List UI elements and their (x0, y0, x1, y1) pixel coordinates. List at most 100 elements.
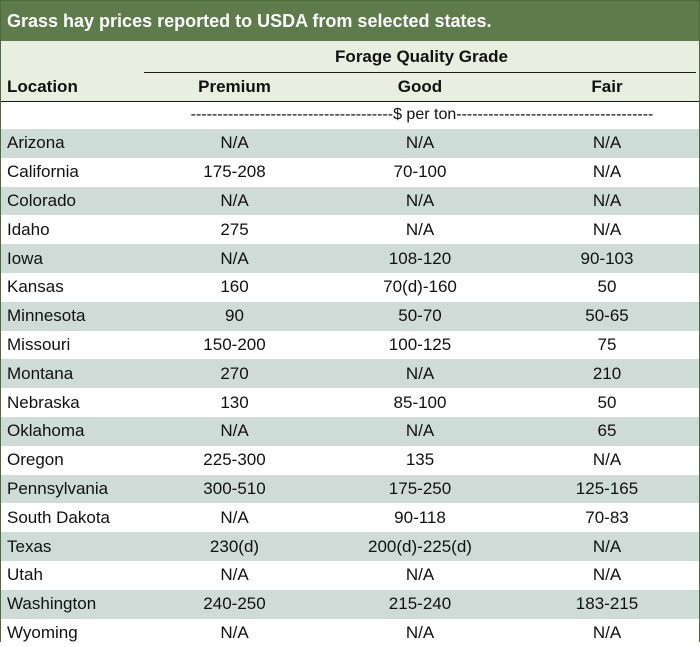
premium-cell: 150-200 (203, 334, 266, 354)
table-row: Washington 240-250 215-240 183-215 (1, 589, 699, 619)
location-cell: Arizona (7, 133, 65, 153)
premium-cell: 270 (220, 363, 249, 383)
units-label: --------------------------------------$ … (190, 106, 654, 123)
good-cell: 100-125 (388, 334, 452, 354)
premium-cell: 240-250 (203, 594, 266, 614)
premium-cell: 175-208 (203, 162, 266, 182)
good-cell: 90-118 (394, 507, 446, 527)
table-row: Texas 230(d) 200(d)-225(d) N/A (1, 532, 699, 561)
location-cell: Utah (7, 565, 43, 585)
group-header-rule (144, 72, 696, 73)
good-cell: 215-240 (388, 594, 452, 614)
fair-cell: N/A (592, 190, 622, 210)
location-cell: Missouri (7, 334, 71, 354)
premium-cell: N/A (220, 190, 249, 210)
location-cell: Kansas (7, 277, 64, 297)
good-cell: 85-100 (393, 392, 447, 412)
good-cell: N/A (405, 190, 435, 210)
premium-cell: 300-510 (203, 478, 266, 498)
table-header: Forage Quality Grade Location Premium Go… (1, 41, 699, 101)
fair-cell: 50 (597, 392, 617, 412)
table-row: Utah N/A N/A N/A (1, 560, 699, 590)
location-cell: Washington (7, 594, 97, 614)
fair-cell: 50 (597, 277, 617, 297)
good-cell: 108-120 (388, 248, 452, 268)
table-row: Oregon 225-300 135 N/A (1, 445, 699, 475)
fair-cell: 183-215 (575, 594, 639, 614)
location-cell: Montana (7, 363, 74, 383)
premium-cell: N/A (220, 565, 249, 585)
table-row: Kansas 160 70(d)-160 50 (1, 272, 699, 302)
premium-cell: N/A (220, 421, 249, 441)
table-row: Arizona N/A N/A N/A (1, 129, 699, 158)
units-row: --------------------------------------$ … (1, 101, 699, 129)
fair-cell: 50-65 (585, 306, 629, 326)
good-cell: 70(d)-160 (383, 277, 457, 297)
good-cell: 200(d)-225(d) (368, 536, 472, 556)
premium-cell: 275 (220, 219, 249, 239)
fair-cell: 65 (597, 421, 617, 441)
fair-cell: N/A (592, 133, 622, 153)
location-cell: California (7, 162, 79, 182)
table-row: Iowa N/A 108-120 90-103 (1, 244, 699, 273)
fair-cell: 70-83 (585, 507, 629, 527)
table-row: Colorado N/A N/A N/A (1, 186, 699, 216)
column-header-fair: Fair (591, 77, 623, 96)
table-row: Missouri 150-200 100-125 75 (1, 330, 699, 360)
premium-cell: 90 (225, 306, 244, 326)
location-cell: Oregon (7, 450, 64, 470)
premium-cell: N/A (220, 248, 249, 268)
location-cell: Pennsylvania (7, 478, 109, 498)
column-header-good: Good (397, 77, 443, 96)
premium-cell: 130 (220, 392, 249, 412)
table-title: Grass hay prices reported to USDA from s… (1, 1, 699, 41)
good-cell: N/A (405, 133, 435, 153)
table-row: Montana 270 N/A 210 (1, 359, 699, 389)
location-cell: South Dakota (7, 507, 111, 527)
table-row: South Dakota N/A 90-118 70-83 (1, 503, 699, 533)
premium-cell: N/A (220, 133, 249, 153)
premium-cell: 230(d) (209, 536, 260, 556)
fair-cell: N/A (592, 565, 622, 585)
table-row: California 175-208 70-100 N/A (1, 157, 699, 187)
good-cell: N/A (405, 363, 435, 383)
table-body: Arizona N/A N/A N/A California 175-208 70-100 N… (1, 129, 699, 647)
good-cell: N/A (405, 219, 435, 239)
location-cell: Texas (7, 536, 52, 556)
column-header-premium: Premium (198, 77, 271, 96)
fair-cell: N/A (592, 219, 622, 239)
group-header: Forage Quality Grade (335, 47, 508, 66)
location-cell: Minnesota (7, 306, 86, 326)
fair-cell: N/A (592, 162, 622, 182)
location-cell: Iowa (7, 248, 43, 268)
table-row: Pennsylvania 300-510 175-250 125-165 (1, 474, 699, 504)
fair-cell: N/A (592, 536, 622, 556)
premium-cell: N/A (220, 507, 249, 527)
table-row: Wyoming N/A N/A N/A (1, 618, 699, 647)
good-cell: 175-250 (388, 478, 452, 498)
good-cell: 50-70 (398, 306, 442, 326)
fair-cell: 210 (592, 363, 622, 383)
table-row: Oklahoma N/A N/A 65 (1, 416, 699, 446)
table-row: Minnesota 90 50-70 50-65 (1, 301, 699, 331)
location-cell: Idaho (7, 219, 50, 239)
good-cell: 70-100 (393, 162, 447, 182)
location-cell: Colorado (7, 190, 76, 210)
location-cell: Nebraska (7, 392, 80, 412)
good-cell: N/A (405, 622, 435, 642)
fair-cell: 125-165 (575, 478, 639, 498)
fair-cell: 90-103 (580, 248, 634, 268)
premium-cell: 160 (220, 277, 249, 297)
table-row: Nebraska 130 85-100 50 (1, 388, 699, 417)
good-cell: N/A (405, 565, 435, 585)
location-cell: Oklahoma (7, 421, 85, 441)
good-cell: N/A (405, 421, 435, 441)
good-cell: 135 (405, 450, 435, 470)
fair-cell: N/A (592, 450, 622, 470)
premium-cell: N/A (220, 622, 249, 642)
premium-cell: 225-300 (203, 450, 266, 470)
table-row: Idaho 275 N/A N/A (1, 215, 699, 245)
location-cell: Wyoming (7, 622, 78, 642)
fair-cell: 75 (597, 334, 617, 354)
